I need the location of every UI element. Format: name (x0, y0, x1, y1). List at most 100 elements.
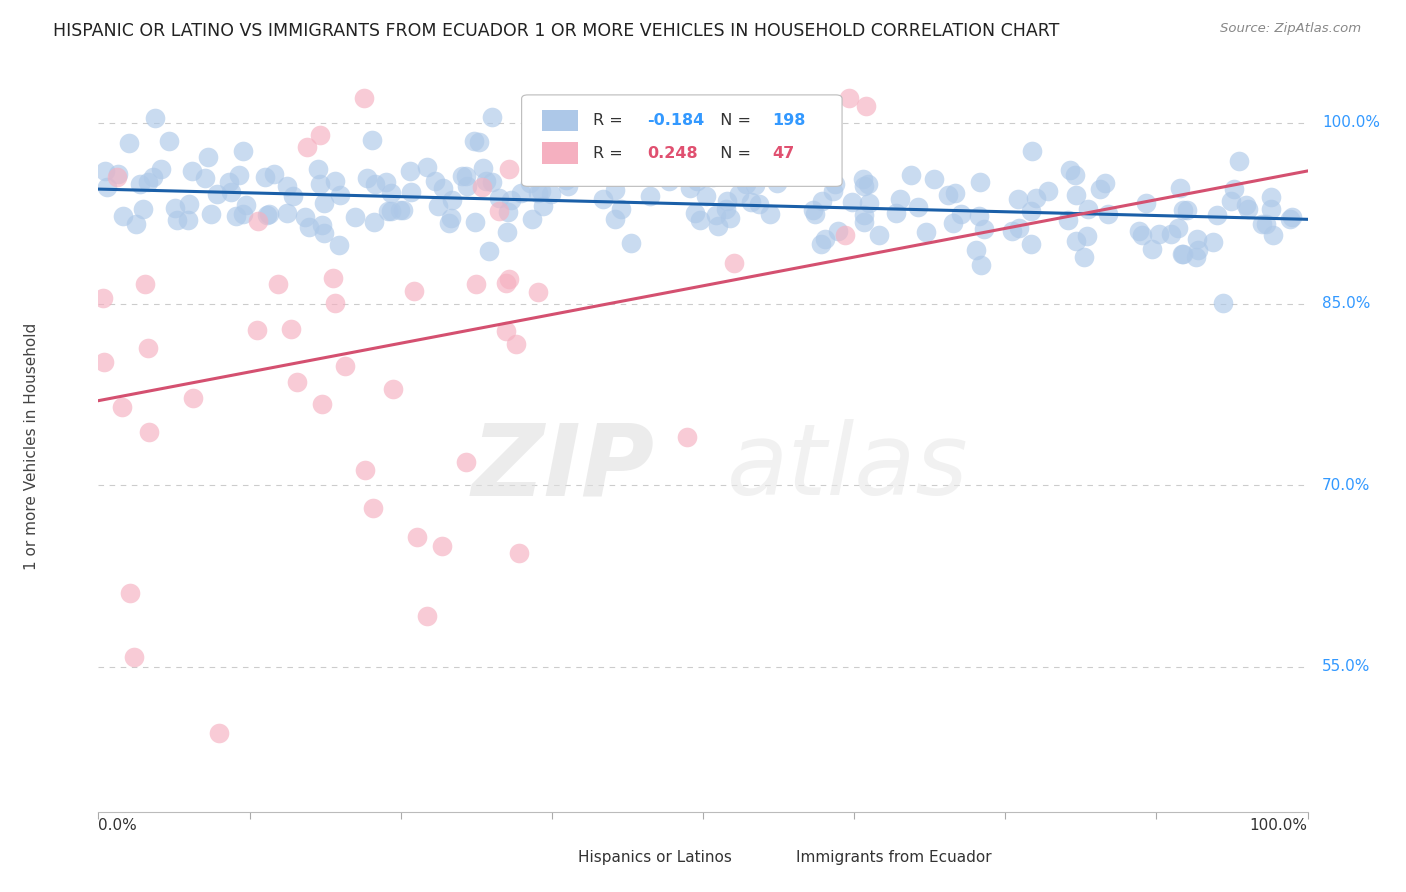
Text: 198: 198 (772, 113, 806, 128)
Point (702, 169, 724, 184)
Text: 55.0%: 55.0% (1322, 659, 1371, 674)
Point (440, 193, 463, 207)
Point (177, 197, 200, 211)
FancyBboxPatch shape (522, 95, 842, 186)
Point (323, 296, 346, 310)
Point (1171, 247, 1194, 261)
Text: N =: N = (710, 113, 756, 128)
Point (276, 206, 298, 220)
Point (852, 172, 875, 186)
Text: -0.184: -0.184 (647, 113, 704, 128)
Point (118, 136, 141, 150)
Point (1036, 184, 1059, 198)
Point (177, 213, 200, 227)
Point (463, 135, 485, 149)
Point (1185, 250, 1208, 264)
Point (1128, 224, 1150, 238)
Point (401, 186, 423, 200)
Point (886, 206, 908, 220)
Point (973, 222, 995, 236)
Point (112, 209, 135, 223)
Point (689, 212, 711, 227)
Point (803, 207, 825, 221)
Point (1064, 234, 1087, 248)
Point (922, 172, 945, 186)
Point (439, 211, 461, 225)
Point (527, 285, 550, 300)
Point (481, 175, 503, 189)
Point (488, 191, 510, 205)
Point (283, 188, 305, 202)
Point (276, 179, 298, 194)
Point (311, 218, 333, 232)
Point (432, 539, 454, 553)
Point (1281, 210, 1303, 224)
Point (1025, 191, 1047, 205)
Point (1008, 220, 1031, 235)
Point (157, 134, 180, 148)
Point (381, 382, 404, 396)
Point (388, 202, 411, 217)
Point (868, 228, 890, 243)
Point (200, 207, 222, 221)
Point (437, 215, 460, 229)
Text: N =: N = (710, 146, 756, 161)
Point (1097, 207, 1119, 221)
Point (322, 271, 344, 285)
Point (837, 91, 859, 105)
Point (478, 244, 501, 258)
Point (143, 111, 166, 125)
Point (949, 207, 972, 221)
Point (855, 99, 877, 113)
Point (658, 174, 681, 188)
Point (1021, 144, 1043, 158)
Point (280, 322, 302, 336)
Point (298, 219, 321, 234)
Point (356, 171, 378, 186)
Point (129, 178, 152, 192)
Point (1130, 227, 1153, 242)
Point (1202, 235, 1225, 249)
Text: R =: R = (593, 146, 628, 161)
Point (583, 161, 606, 175)
Point (592, 192, 614, 206)
Point (225, 210, 247, 224)
Point (824, 177, 846, 191)
Point (1059, 163, 1081, 178)
Point (714, 202, 737, 216)
Point (380, 204, 402, 219)
Point (415, 160, 437, 174)
Point (889, 192, 911, 206)
Point (519, 176, 541, 190)
Point (456, 169, 478, 184)
Point (530, 184, 553, 198)
Point (363, 215, 385, 229)
Point (495, 277, 517, 291)
Point (1170, 181, 1192, 195)
Point (758, 207, 780, 221)
Point (1205, 208, 1227, 222)
Point (364, 178, 387, 192)
Point (96, 180, 118, 194)
Point (1001, 224, 1024, 238)
Point (540, 186, 562, 201)
Point (325, 174, 347, 188)
Point (605, 212, 627, 227)
Point (118, 586, 141, 600)
Point (1160, 227, 1182, 241)
Point (181, 392, 204, 406)
Point (735, 177, 758, 191)
Point (416, 608, 439, 623)
Text: Source: ZipAtlas.com: Source: ZipAtlas.com (1220, 22, 1361, 36)
Point (111, 400, 134, 414)
Bar (540, 849, 567, 865)
Text: R =: R = (593, 113, 628, 128)
Point (709, 159, 731, 173)
Point (1237, 202, 1260, 216)
Point (1212, 296, 1234, 310)
Point (1007, 192, 1029, 206)
Point (454, 454, 477, 468)
Text: 0.248: 0.248 (647, 146, 697, 161)
Point (267, 277, 290, 291)
Point (1227, 153, 1250, 168)
